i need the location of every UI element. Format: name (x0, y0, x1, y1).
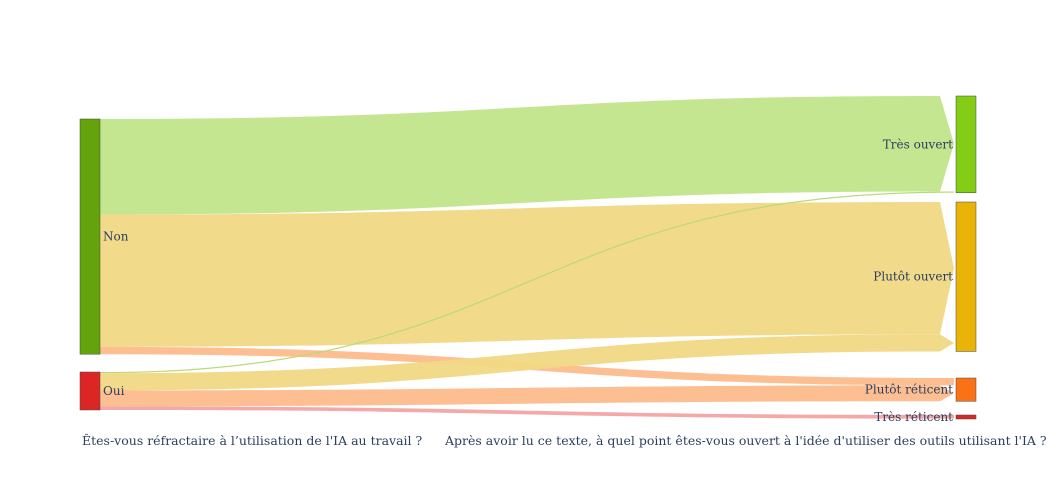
node-label-tres_ouvert: Très ouvert (883, 137, 953, 151)
sankey-nodes (79, 95, 977, 420)
link-oui-to-plutot_ouvert[interactable] (100, 334, 954, 391)
link-oui-to-tres_ouvert[interactable] (100, 191, 954, 374)
node-oui[interactable] (79, 371, 101, 411)
column-caption-left: Êtes-vous réfractaire à l’utilisation de… (82, 433, 423, 448)
node-plutot_ouvert[interactable] (955, 201, 977, 352)
node-label-plutot_ouvert: Plutôt ouvert (873, 270, 953, 284)
link-oui-to-tres_reticent[interactable] (100, 406, 954, 419)
node-plutot_reticent[interactable] (955, 377, 977, 402)
node-tres_reticent[interactable] (955, 414, 977, 420)
sankey-links (100, 96, 954, 419)
column-caption-right: Après avoir lu ce texte, à quel point êt… (445, 433, 1047, 448)
link-oui-to-plutot_reticent[interactable] (100, 385, 954, 407)
link-non-to-plutot_ouvert[interactable] (100, 202, 954, 347)
node-label-plutot_reticent: Plutôt réticent (865, 383, 953, 397)
node-label-non: Non (103, 230, 129, 244)
node-tres_ouvert[interactable] (955, 95, 977, 194)
node-label-oui: Oui (103, 384, 125, 398)
node-label-tres_reticent: Très réticent (874, 410, 953, 424)
node-non[interactable] (79, 118, 101, 355)
sankey-labels: Non Oui Très ouvert Plutôt ouvert Plutôt rét… (103, 137, 953, 424)
link-non-to-tres_ouvert[interactable] (100, 96, 954, 215)
